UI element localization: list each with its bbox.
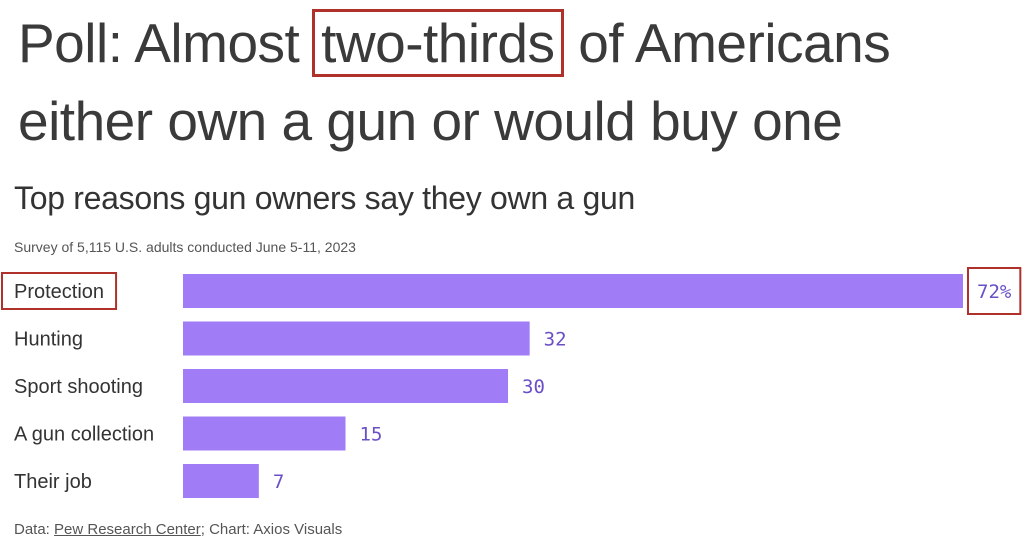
bar-their-job: [183, 464, 259, 498]
value-label-sport-shooting: 30: [522, 376, 545, 398]
bar-protection: [183, 274, 963, 308]
category-label-protection: Protection: [14, 281, 104, 303]
value-label-protection: 72%: [977, 281, 1012, 303]
value-label-hunting: 32: [544, 329, 567, 351]
source-link[interactable]: Pew Research Center: [54, 521, 201, 538]
bar-sport-shooting: [183, 369, 508, 403]
bar-a-gun-collection: [183, 416, 346, 451]
highlight-box-value: [967, 267, 1022, 315]
bar-chart: Protection 72% Hunting 32 Sport shooting 30 A …: [1, 267, 1022, 498]
value-label-their-job: 7: [273, 471, 284, 493]
credits-prefix: Data:: [14, 521, 55, 538]
bar-hunting: [183, 321, 530, 356]
value-label-a-gun-collection: 15: [360, 424, 383, 446]
headline-after: of Americans either own a gun or would b…: [18, 12, 891, 152]
category-label-hunting: Hunting: [14, 329, 83, 351]
category-label-sport-shooting: Sport shooting: [14, 376, 143, 398]
category-label-their-job: Their job: [14, 471, 92, 493]
highlight-box-category: [1, 272, 118, 310]
credits-suffix: ; Chart: Axios Visuals: [200, 521, 343, 538]
headline-highlight: two-thirds: [312, 9, 564, 77]
chart-credits: Data: Pew Research Center; Chart: Axios …: [14, 521, 342, 538]
headline: Poll: Almost two-thirds of Americans eit…: [18, 4, 1018, 160]
category-label-a-gun-collection: A gun collection: [14, 424, 154, 446]
chart-subtitle: Survey of 5,115 U.S. adults conducted Ju…: [14, 239, 356, 255]
chart-title: Top reasons gun owners say they own a gu…: [14, 180, 635, 216]
headline-before: Poll: Almost: [18, 12, 315, 74]
